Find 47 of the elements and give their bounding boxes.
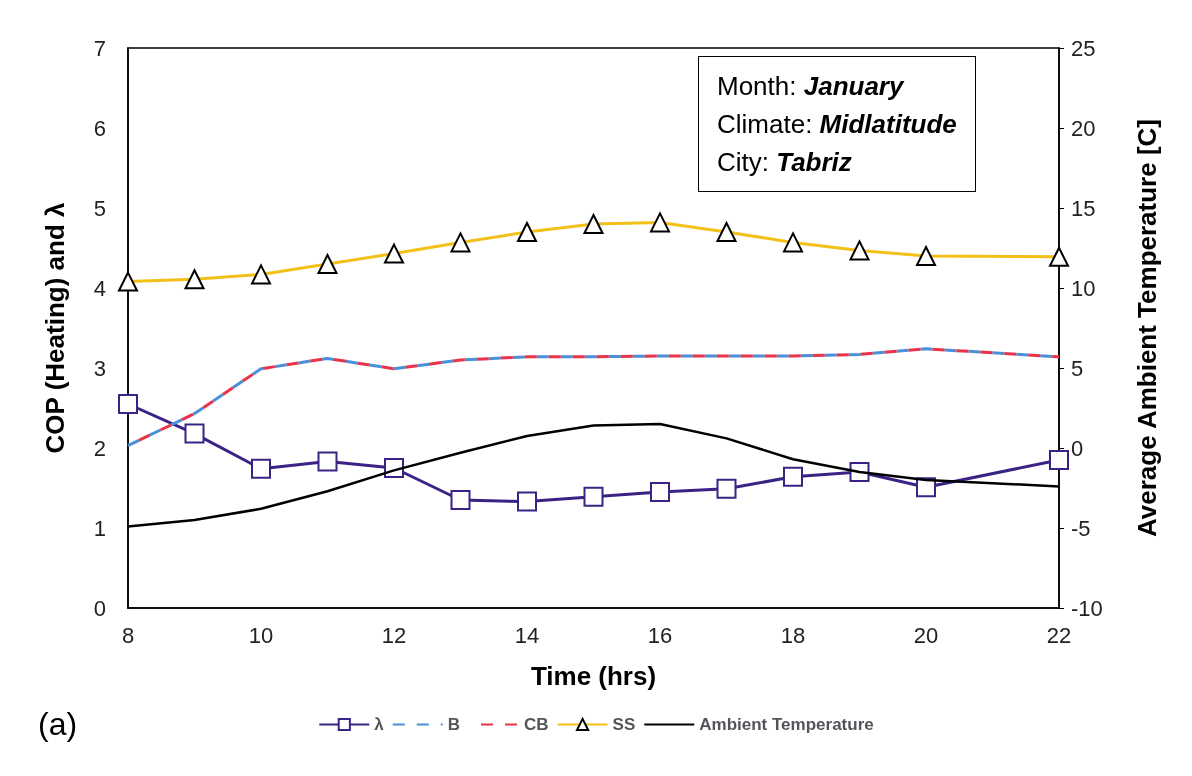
x-axis-title: Time (hrs) xyxy=(530,661,657,691)
y-tick-label: 6 xyxy=(93,115,106,141)
point xyxy=(184,423,205,444)
text: (a) xyxy=(38,706,78,742)
y-tick-label: 0 xyxy=(93,595,106,621)
point xyxy=(716,478,737,499)
y2-axis-title: Average Ambient Temperature [C] xyxy=(1132,118,1162,538)
x-tick-label: 20 xyxy=(913,622,939,648)
point xyxy=(317,451,338,472)
y2-tick-label: 20 xyxy=(1071,115,1096,141)
y-tick-label: 5 xyxy=(93,195,106,221)
y-tick-label: 4 xyxy=(93,275,106,301)
legend-label: CB xyxy=(524,715,549,734)
annotation: Climate: Midlatitude xyxy=(717,108,957,141)
point xyxy=(583,486,604,507)
point xyxy=(118,394,138,414)
x-tick-label: 10 xyxy=(248,622,274,648)
point xyxy=(517,491,537,512)
y-axis-title: COP (Heating) and λ xyxy=(40,202,70,454)
y-tick-label: 7 xyxy=(93,35,106,61)
y-tick-label: 2 xyxy=(93,435,106,461)
y2-tick-label: -5 xyxy=(1071,515,1091,541)
x-tick-label: 8 xyxy=(121,622,135,648)
point xyxy=(450,490,471,510)
legend-label: SS xyxy=(612,715,636,734)
point xyxy=(650,482,670,502)
y2-tick-label: 5 xyxy=(1071,355,1084,381)
y2-tick-label: 25 xyxy=(1071,35,1096,61)
legend-label: λ xyxy=(374,715,385,734)
x-tick-label: 14 xyxy=(514,622,540,648)
point xyxy=(783,466,803,487)
x-tick-label: 18 xyxy=(780,622,806,648)
x-tick-label: 22 xyxy=(1046,622,1072,648)
y2-tick-label: -10 xyxy=(1071,595,1103,621)
y2-tick-label: 10 xyxy=(1071,275,1096,301)
annotation: Month: January xyxy=(717,70,906,103)
annotation: City: Tabriz xyxy=(717,146,853,179)
legend-label: B xyxy=(447,715,461,734)
y-tick-label: 3 xyxy=(93,355,106,381)
x-tick-label: 16 xyxy=(647,622,673,648)
y2-tick-label: 15 xyxy=(1071,195,1096,221)
x-tick-label: 12 xyxy=(381,622,407,648)
y2-tick-label: 0 xyxy=(1071,435,1084,461)
point xyxy=(1049,450,1069,470)
point xyxy=(251,458,271,479)
y-tick-label: 1 xyxy=(93,515,106,541)
legend-label: Ambient Temperature xyxy=(699,715,874,734)
